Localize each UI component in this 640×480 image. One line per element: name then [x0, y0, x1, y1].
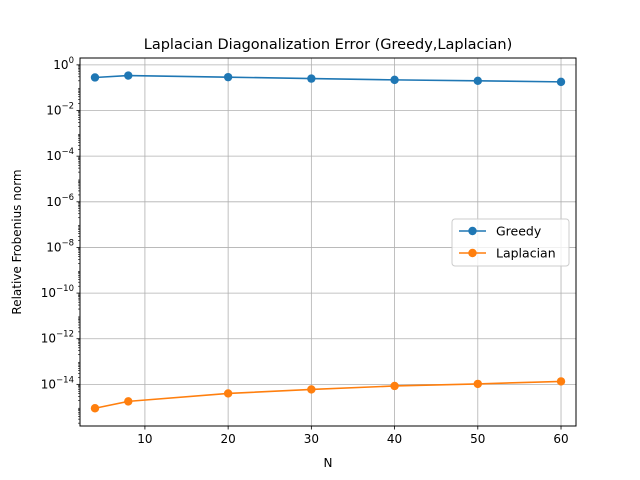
data-point	[473, 379, 482, 389]
legend-item: Laplacian	[459, 246, 556, 261]
legend-marker	[468, 226, 477, 236]
y-tick-label: 10−10	[41, 284, 74, 300]
legend-label: Laplacian	[496, 246, 556, 261]
data-point	[390, 75, 399, 85]
legend-item: Greedy	[459, 224, 542, 239]
data-point	[124, 71, 133, 80]
legend: Greedy Laplacian	[451, 218, 570, 267]
y-tick-label: 10−2	[46, 102, 74, 118]
data-point	[90, 404, 100, 413]
y-tick-label: 100	[53, 56, 74, 72]
x-tick-label: 10	[137, 432, 152, 446]
y-tick-label: 10−6	[46, 193, 74, 209]
y-axis-label: Relative Frobenius norm	[10, 169, 24, 314]
legend-label: Greedy	[496, 224, 542, 239]
data-point	[556, 77, 566, 87]
data-point	[223, 72, 233, 82]
data-point	[307, 385, 316, 394]
data-point	[556, 377, 566, 386]
data-point	[90, 73, 100, 82]
y-tick-label: 10−4	[46, 147, 74, 163]
y-tick-label: 10−8	[46, 238, 74, 254]
data-point	[223, 389, 233, 398]
data-point	[307, 74, 316, 83]
data-point	[124, 397, 133, 406]
x-tick-label: 30	[304, 432, 319, 446]
x-tick-label: 50	[470, 432, 485, 446]
series-laplacian	[90, 377, 566, 413]
x-axis-label: N	[324, 456, 333, 470]
chart-title: Laplacian Diagonalization Error (Greedy,…	[144, 37, 512, 53]
data-point	[473, 76, 482, 86]
legend-marker	[468, 248, 477, 258]
x-tick-label: 40	[387, 432, 402, 446]
x-axis-ticks: 10 20 30 40 50 60	[137, 426, 569, 446]
series-greedy	[90, 71, 566, 87]
x-tick-label: 20	[220, 432, 235, 446]
y-tick-label: 10−12	[41, 330, 74, 346]
data-point	[390, 381, 399, 391]
y-tick-label: 10−14	[41, 375, 74, 391]
plot-area-frame	[79, 57, 577, 427]
series-layer	[90, 71, 566, 413]
x-tick-label: 60	[553, 432, 568, 446]
y-axis-ticks: 100 10−2 10−4 10−6 10−8 10−10 10−12 10−14	[41, 56, 80, 424]
